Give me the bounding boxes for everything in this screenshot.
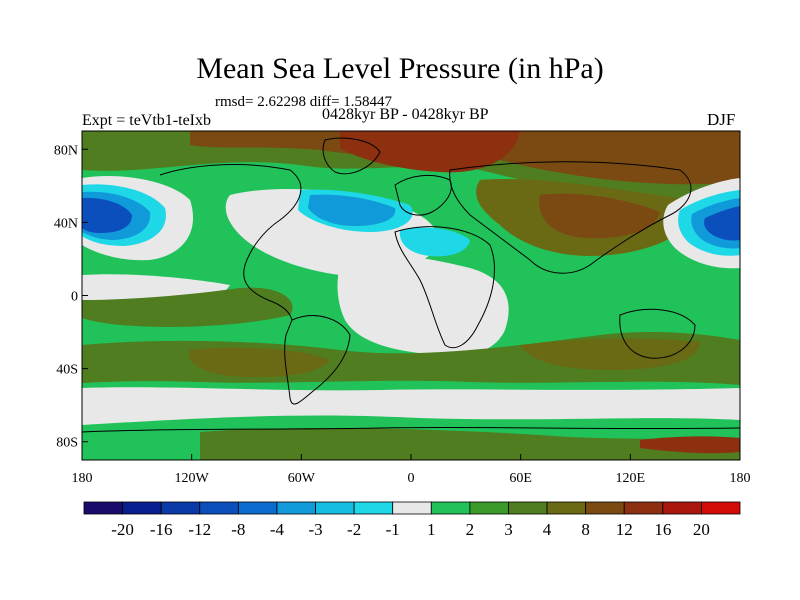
tropics-neutral xyxy=(337,253,509,356)
npac-west-deep xyxy=(82,197,132,233)
experiment-label: Expt = teVtb1-teIxb xyxy=(82,112,211,129)
colorbar-swatch xyxy=(276,501,316,515)
colorbar-swatch xyxy=(237,501,278,515)
south-olive-dark xyxy=(520,338,700,370)
med-cyan xyxy=(399,227,470,257)
colorbar xyxy=(83,501,741,515)
colorbar-swatch xyxy=(160,501,201,515)
colorbar-label: -3 xyxy=(308,520,322,539)
map-field xyxy=(82,131,740,460)
lon-label: 120W xyxy=(175,471,210,486)
npac-east-deep xyxy=(704,206,740,241)
lon-label: 120E xyxy=(616,471,646,486)
latitude-axis: 80N 40N 0 40S 80S xyxy=(54,143,88,451)
colorbar-label: -4 xyxy=(270,520,285,539)
coast-africa xyxy=(394,226,495,349)
colorbar-swatch xyxy=(623,501,664,515)
coastlines xyxy=(82,137,740,433)
antarctic-red xyxy=(640,436,740,454)
map-title: Mean Sea Level Pressure (in hPa) xyxy=(196,52,604,85)
colorbar-label: 4 xyxy=(543,520,552,539)
longitude-axis: 180 120W 60W 0 60E 120E 180 xyxy=(72,454,751,486)
colorbar-label: 20 xyxy=(693,520,710,539)
colorbar-label: 3 xyxy=(504,520,513,539)
natl-blue xyxy=(308,194,396,226)
lon-label: 60W xyxy=(288,471,316,486)
arctic-brown xyxy=(190,131,740,185)
lat-label: 0 xyxy=(71,290,78,305)
coast-asia xyxy=(449,161,692,274)
colorbar-label: -20 xyxy=(111,520,134,539)
lon-label: 60E xyxy=(509,471,532,486)
period-label: 0428kyr BP - 0428kyr BP xyxy=(322,106,489,123)
stats-text: rmsd= 2.62298 diff= 1.58447 xyxy=(215,94,393,110)
colorbar-label: -16 xyxy=(150,520,173,539)
colorbar-swatch xyxy=(83,501,123,515)
coast-australia xyxy=(619,308,696,359)
colorbar-swatch xyxy=(392,501,432,515)
colorbar-swatch xyxy=(315,501,355,515)
equator-olive xyxy=(82,287,293,327)
asia-brown xyxy=(539,193,660,239)
coast-antarctica xyxy=(82,426,740,433)
colorbar-swatch xyxy=(546,501,587,515)
season-label: DJF xyxy=(707,110,736,129)
lat-label: 80S xyxy=(56,436,78,451)
colorbar-label: 12 xyxy=(616,520,633,539)
colorbar-swatch xyxy=(701,501,741,515)
antarctic-olive xyxy=(200,428,740,460)
colorbar-label: 8 xyxy=(581,520,590,539)
colorbar-label: 16 xyxy=(654,520,671,539)
coast-north-america xyxy=(159,164,302,321)
colorbar-swatch xyxy=(199,501,239,515)
colorbar-swatch xyxy=(430,501,471,515)
lon-label: 180 xyxy=(72,471,93,486)
lat-label: 80N xyxy=(54,143,78,158)
coast-greenland xyxy=(322,137,381,175)
colorbar-swatch xyxy=(353,501,394,515)
colorbar-labels: -20 -16 -12 -8 -4 -3 -2 -1 1 2 3 4 8 12 16 20 xyxy=(111,520,710,539)
coast-south-america xyxy=(284,315,351,405)
south-olive-dark-2 xyxy=(189,347,330,378)
lat-label: 40S xyxy=(56,363,78,378)
colorbar-label: -8 xyxy=(231,520,245,539)
arctic-red xyxy=(340,131,520,173)
coast-europe xyxy=(394,174,452,216)
colorbar-label: -12 xyxy=(188,520,211,539)
lat-label: 40N xyxy=(54,216,78,231)
colorbar-swatch xyxy=(122,501,162,515)
colorbar-swatch xyxy=(508,501,548,515)
colorbar-label: -1 xyxy=(386,520,400,539)
colorbar-swatch xyxy=(469,501,509,515)
colorbar-swatch xyxy=(585,501,625,515)
lon-label: 180 xyxy=(730,471,751,486)
colorbar-label: -2 xyxy=(347,520,361,539)
colorbar-label: 1 xyxy=(427,520,436,539)
lon-label: 0 xyxy=(408,471,415,486)
colorbar-swatch xyxy=(662,501,702,515)
colorbar-label: 2 xyxy=(466,520,475,539)
